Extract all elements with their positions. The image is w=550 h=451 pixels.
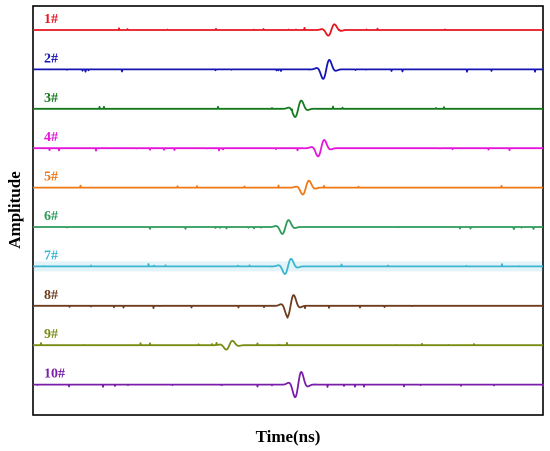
- plot-frame: [32, 5, 544, 416]
- trace-group: [32, 23, 544, 399]
- trace-label: 8#: [44, 288, 58, 303]
- trace-label: 7#: [44, 248, 58, 263]
- trace-line: [32, 139, 544, 158]
- trace-label: 3#: [44, 91, 58, 106]
- trace-label: 4#: [44, 130, 58, 145]
- trace-line: [32, 179, 544, 196]
- trace-line: [32, 23, 544, 37]
- y-axis-title: Amplitude: [5, 171, 24, 249]
- label-group: 1# 2# 3# 4# 5# 6# 7# 8# 9# 10#: [44, 12, 65, 382]
- trace-label: 2#: [44, 51, 58, 66]
- trace-label: 1#: [44, 12, 58, 27]
- trace-line: [32, 219, 544, 235]
- trace-label: 5#: [44, 170, 58, 185]
- trace-line: [32, 371, 544, 399]
- trace-label: 9#: [44, 327, 58, 342]
- trace-line: [32, 294, 544, 319]
- trace-line: [32, 339, 544, 351]
- trace-label: 6#: [44, 209, 58, 224]
- trace-line: [32, 99, 544, 118]
- trace-label: 10#: [44, 367, 65, 382]
- trace-line: [32, 59, 544, 80]
- x-axis-title: Time(ns): [256, 427, 321, 446]
- trace-line: [32, 257, 544, 275]
